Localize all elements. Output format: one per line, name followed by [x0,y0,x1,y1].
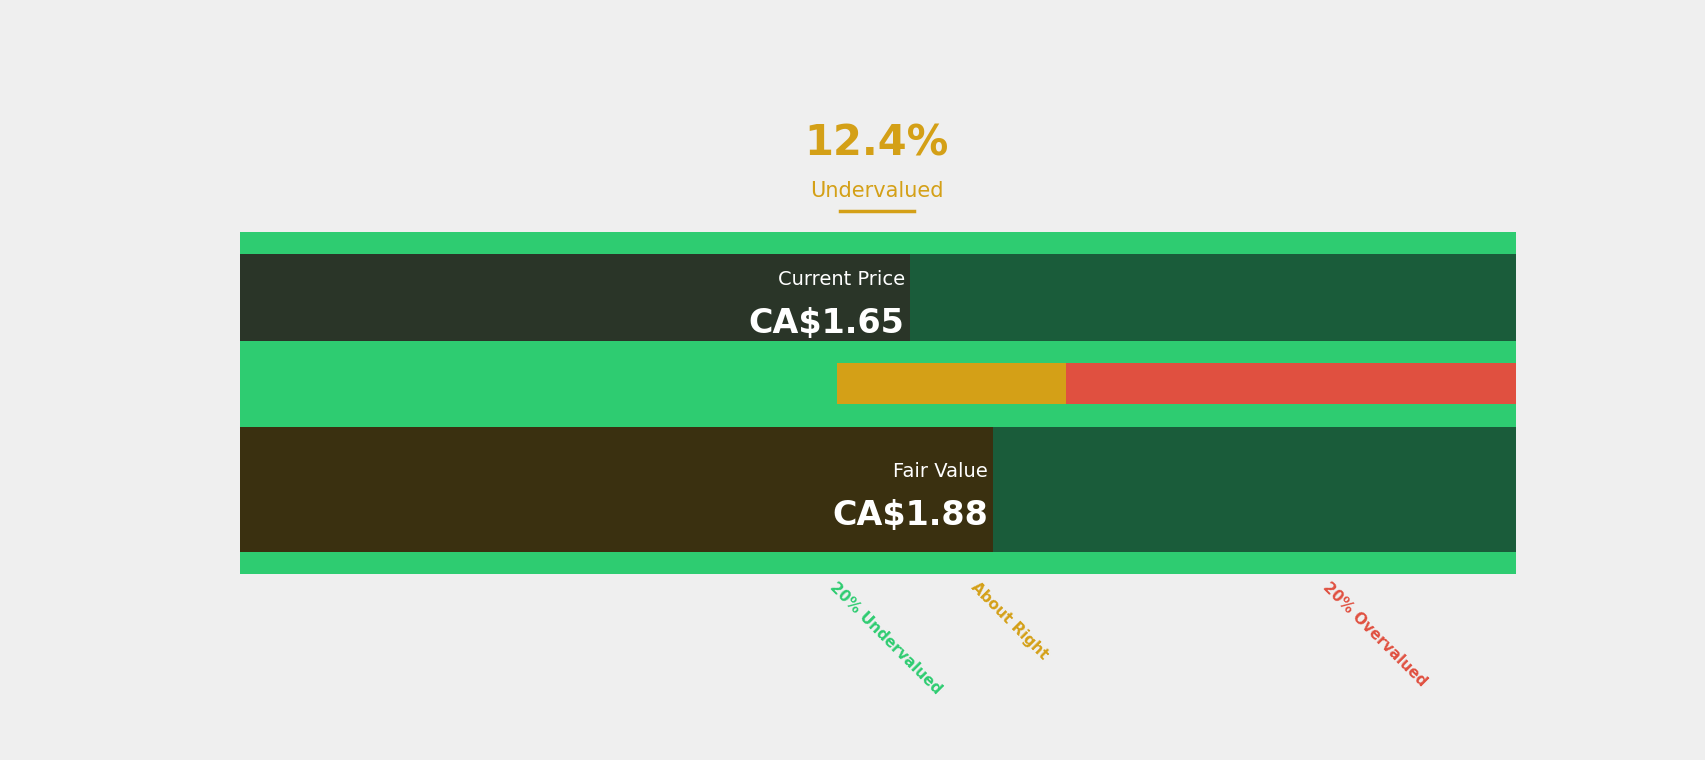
Text: 20% Undervalued: 20% Undervalued [827,580,943,698]
Text: Current Price: Current Price [777,271,904,290]
Text: Undervalued: Undervalued [810,181,943,201]
Bar [239,341,1514,363]
Bar [1066,232,1514,574]
Bar [837,232,1066,574]
Text: CA$1.88: CA$1.88 [832,499,987,532]
Text: 12.4%: 12.4% [805,123,948,165]
Bar [239,254,1514,341]
Text: About Right: About Right [967,580,1050,663]
Bar [239,552,1514,574]
Bar [239,254,909,341]
Text: CA$1.65: CA$1.65 [748,307,904,340]
Bar [239,232,837,574]
Text: Fair Value: Fair Value [893,462,987,481]
Bar [239,426,992,552]
Bar [239,404,1514,426]
Bar [239,232,1514,254]
Bar [239,426,1514,552]
Text: 20% Overvalued: 20% Overvalued [1320,580,1429,689]
